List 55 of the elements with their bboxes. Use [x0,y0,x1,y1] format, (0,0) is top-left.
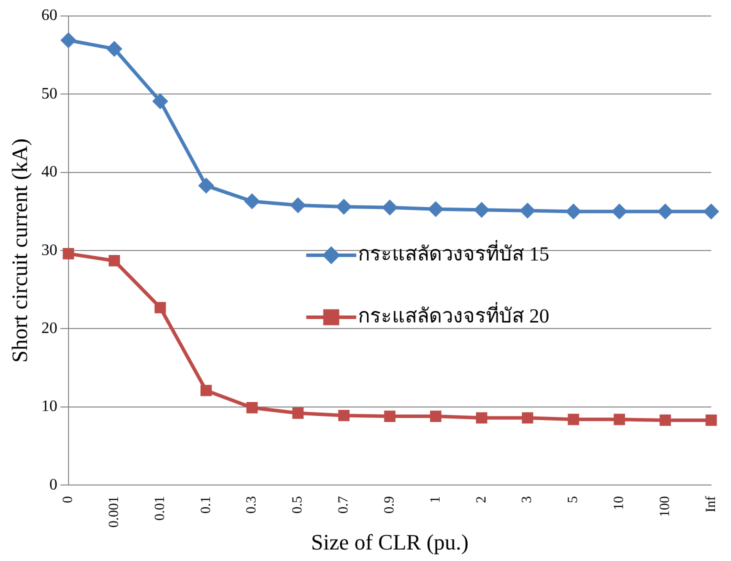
y-axis-title: Short circuit current (kA) [6,138,32,363]
point [568,414,580,426]
point [430,410,442,422]
y-tick-label: 40 [41,164,58,181]
x-tick-label: 10 [612,496,628,510]
point [338,410,350,422]
legend-label: กระแสลัดวงจรที่บัส 20 [358,301,550,328]
point [657,203,674,220]
x-tick-label: 0.001 [106,496,122,528]
point [198,178,214,194]
point [614,414,626,426]
y-tick-label: 20 [41,320,58,337]
x-tick-label: 0 [61,496,76,504]
x-tick-label: 100 [658,496,673,518]
point [290,197,306,214]
point [565,203,582,220]
x-tick-label: 3 [520,496,536,504]
x-tick-label: 1 [428,496,444,504]
x-tick-label: 5 [566,496,582,504]
legend-label: กระแสลัดวงจรที่บัส 15 [358,239,550,266]
point [706,414,717,426]
point [62,248,74,260]
x-axis-title: Size of CLR (pu.) [310,530,469,555]
x-tick-label: 0.01 [152,496,168,521]
point [336,198,352,215]
x-tick-label: 0.5 [290,496,306,514]
point [200,384,212,396]
x-tick-label: Inf [704,496,719,512]
point [474,202,490,218]
point [428,201,444,218]
x-tick-label: 2 [474,496,490,504]
point [292,408,304,419]
x-tick-label: 0.3 [244,496,260,514]
x-tick-label: 0.9 [382,496,398,514]
point [244,193,260,210]
point [703,203,720,220]
x-tick-label: 0.7 [336,496,352,514]
point [106,40,122,57]
point [476,412,488,424]
y-tick-label: 50 [41,85,58,102]
point [611,203,628,220]
x-tick-label: 0.1 [198,496,214,514]
point [246,402,258,414]
y-tick-label: 60 [41,7,58,24]
point [660,414,671,426]
point [154,302,166,314]
point [108,255,120,266]
point [520,202,536,219]
y-tick-label: 30 [41,242,58,259]
point [522,412,534,424]
point [152,93,168,110]
y-tick-label: 10 [41,398,58,416]
point [384,410,396,422]
point [60,32,76,48]
point [382,200,398,216]
